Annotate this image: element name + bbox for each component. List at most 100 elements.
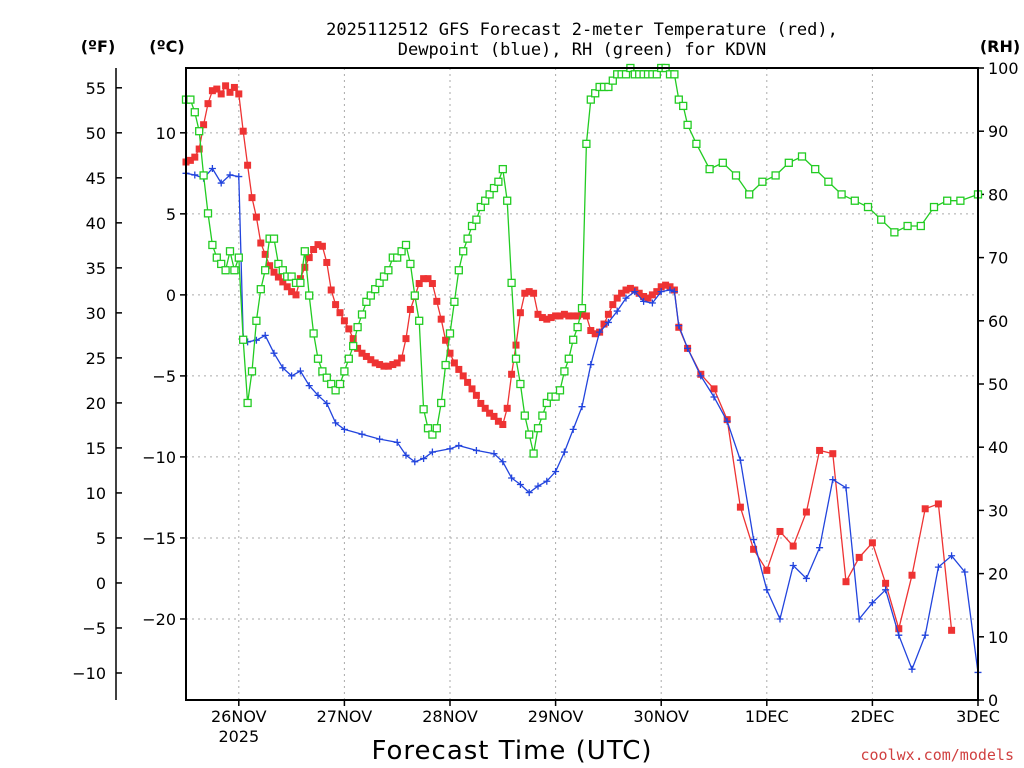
dewpoint-point [908,665,916,673]
temperature-point [516,309,524,317]
temperature-point [384,362,392,370]
temperature-point [270,268,278,276]
rh-point [318,367,327,376]
temperature-point [648,291,656,299]
rh-point [507,278,516,288]
fahrenheit-tick-label: 15 [86,439,106,458]
dewpoint-point [622,294,630,302]
rh-point [529,449,538,458]
temperature-point [305,254,313,262]
rh-point [428,430,437,439]
rh-tick-label: 70 [988,249,1008,268]
temperature-point [948,626,956,634]
dewpoint-point [578,403,586,411]
dewpoint-point [604,318,612,326]
rh-point [384,266,393,275]
dewpoint-point [670,288,678,296]
temperature-point [789,542,797,550]
x-tick-sublabel: 2025 [218,727,259,746]
rh-point [476,202,485,212]
dewpoint-point [829,476,837,484]
rh-point [401,240,411,250]
dewpoint-point [499,458,507,466]
rh-point [586,95,595,104]
rh-point [322,373,331,382]
temperature-point [235,90,243,98]
temperature-point [244,161,252,169]
dewpoint-point [420,455,428,463]
rh-point [371,285,380,294]
temperature-point [345,325,353,333]
rh-point [811,164,820,174]
rh-point [731,171,741,180]
rh-point [784,158,793,167]
rh-point [525,430,534,439]
temperature-point [358,349,366,357]
temperature-point [433,297,441,305]
temperature-point [217,90,225,98]
temperature-point [208,87,216,95]
rh-tick-label: 80 [988,185,1008,204]
rh-point [450,297,459,306]
temperature-point [591,330,599,338]
celsius-tick-label: −15 [142,529,176,548]
rh-point [234,253,243,262]
temperature-point [574,312,582,320]
rh-point [943,196,952,205]
temperature-point [618,289,626,297]
temperature-point [578,310,586,318]
temperature-point [587,327,595,335]
dewpoint-point [921,631,929,639]
temperature-point [248,194,256,202]
dewpoint-point [587,361,595,369]
dewpoint-point [596,328,604,336]
rh-point [327,379,336,389]
temperature-point [213,85,221,93]
x-axis-title: Forecast Time (UTC) [371,736,652,766]
celsius-unit-label: (ºC) [149,37,184,56]
rh-point [511,354,521,363]
temperature-point [301,263,309,271]
x-tick-label: 28NOV [422,707,478,726]
temperature-point [802,508,810,516]
rh-tick-label: 30 [988,501,1008,520]
temperature-point [895,625,903,633]
rh-point [564,354,573,363]
rh-point [494,177,503,186]
temperature-point [538,314,546,322]
temperature-point [261,250,269,258]
rh-point [498,164,507,174]
rh-point [745,190,754,199]
temperature-point [468,385,476,393]
fahrenheit-tick-label: 40 [86,214,106,233]
temperature-point [415,280,423,288]
temperature-point [816,446,824,454]
rh-point [423,424,433,433]
dewpoint-point [472,446,480,454]
dewpoint-point [697,372,705,380]
fahrenheit-tick-label: 30 [86,304,106,323]
x-tick-label: 3DEC [956,707,1000,726]
x-tick-label: 2DEC [851,707,895,726]
temperature-point [191,153,199,161]
temperature-point [640,292,648,300]
dewpoint-point [525,489,533,497]
temperature-point [842,578,850,586]
fahrenheit-tick-label: 45 [86,169,106,188]
temperature-point [613,294,621,302]
rh-point [252,316,261,325]
temperature-point [222,82,230,90]
dewpoint-point [402,451,410,459]
dewpoint-point [490,450,498,458]
rh-point [771,171,780,180]
temperature-point [626,284,634,292]
rh-point [573,322,582,332]
temperature-point [332,301,340,309]
temperature-point [635,289,643,297]
rh-tick-label: 0 [988,691,998,710]
rh-point [863,202,873,212]
rh-point [481,196,490,205]
temperature-point [393,359,401,367]
temperature-point [239,127,247,135]
